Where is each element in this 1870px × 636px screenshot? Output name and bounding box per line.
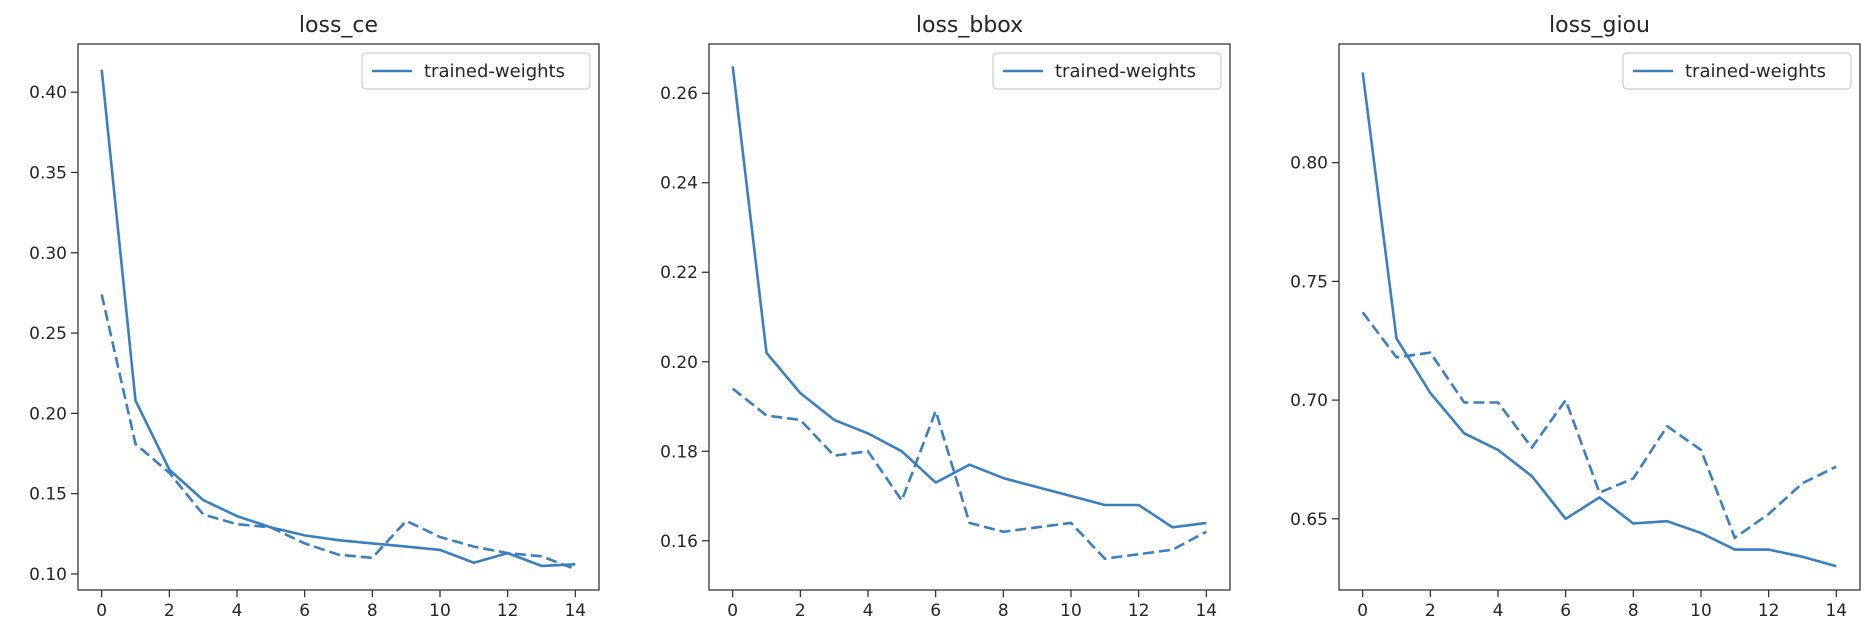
chart-loss-giou: loss_giou 0 2 4 6 8 10 12 14 0.65 0.70 0.75 0.80 trai…: [1290, 13, 1861, 621]
dashed-series-line: [1361, 311, 1837, 540]
x-tick-label: 2: [795, 601, 806, 621]
plot-frame: [77, 43, 600, 591]
chart-title: loss_ce: [299, 13, 378, 38]
legend-label: trained-weights: [1685, 61, 1826, 82]
x-tick-label: 12: [497, 601, 519, 621]
y-tick-label: 0.70: [1290, 391, 1328, 411]
x-tick-label: 6: [1560, 601, 1571, 621]
x-tick-label: 0: [1357, 601, 1368, 621]
y-tick-label: 0.24: [660, 174, 698, 194]
y-tick-label: 0.80: [1290, 154, 1328, 174]
x-tick-label: 2: [1425, 601, 1436, 621]
legend-box: [361, 52, 591, 90]
plot-frame: [1338, 43, 1861, 591]
dashed-series-line: [100, 294, 576, 571]
y-tick-label: 0.35: [29, 163, 67, 183]
x-tick-label: 14: [1195, 601, 1217, 621]
series-line-trained-weights: [100, 69, 576, 568]
y-tick-label: 0.16: [660, 532, 698, 552]
y-tick-label: 0.22: [660, 263, 698, 283]
chart-title: loss_giou: [1549, 13, 1650, 38]
y-tick-label: 0.65: [1290, 510, 1328, 530]
y-tick-label: 0.26: [660, 84, 698, 104]
x-tick-label: 14: [1825, 601, 1847, 621]
x-tick-label: 2: [164, 601, 175, 621]
legend-label: trained-weights: [424, 61, 565, 82]
chart-loss-ce: loss_ce 0 2 4 6 8 10 12 14 0.10 0.15 0.20 0.25 0.30 0.…: [29, 13, 600, 621]
x-tick-label: 12: [1128, 601, 1150, 621]
y-tick-label: 0.40: [29, 83, 67, 103]
chart-title: loss_bbox: [916, 13, 1023, 38]
y-tick-label: 0.18: [660, 442, 698, 462]
x-tick-label: 0: [727, 601, 738, 621]
legend: trained-weights: [992, 52, 1222, 90]
legend-box: [1622, 52, 1852, 90]
series-line-trained-weights: [731, 66, 1207, 529]
y-tick-label: 0.10: [29, 565, 67, 585]
x-tick-label: 8: [998, 601, 1009, 621]
x-tick-label: 10: [1690, 601, 1712, 621]
x-tick-label: 6: [930, 601, 941, 621]
x-tick-label: 4: [863, 601, 874, 621]
x-tick-label: 14: [564, 601, 586, 621]
x-tick-label: 0: [96, 601, 107, 621]
dashed-series-line: [731, 387, 1207, 561]
x-tick-label: 8: [1628, 601, 1639, 621]
y-tick-label: 0.75: [1290, 272, 1328, 292]
x-tick-label: 4: [232, 601, 243, 621]
legend-label: trained-weights: [1055, 61, 1196, 82]
x-tick-label: 6: [299, 601, 310, 621]
legend: trained-weights: [361, 52, 591, 90]
y-tick-label: 0.20: [29, 404, 67, 424]
x-tick-label: 12: [1758, 601, 1780, 621]
y-tick-label: 0.20: [660, 353, 698, 373]
chart-loss-bbox: loss_bbox 0 2 4 6 8 10 12 14 0.16 0.18 0.20 0.22 0.24…: [660, 13, 1231, 621]
x-tick-label: 4: [1493, 601, 1504, 621]
x-tick-label: 10: [429, 601, 451, 621]
plot-frame: [708, 43, 1231, 591]
y-tick-label: 0.15: [29, 485, 67, 505]
y-tick-label: 0.30: [29, 244, 67, 264]
legend: trained-weights: [1622, 52, 1852, 90]
legend-box: [992, 52, 1222, 90]
x-tick-label: 8: [367, 601, 378, 621]
x-tick-label: 10: [1060, 601, 1082, 621]
series-line-trained-weights: [1361, 72, 1837, 568]
y-tick-label: 0.25: [29, 324, 67, 344]
